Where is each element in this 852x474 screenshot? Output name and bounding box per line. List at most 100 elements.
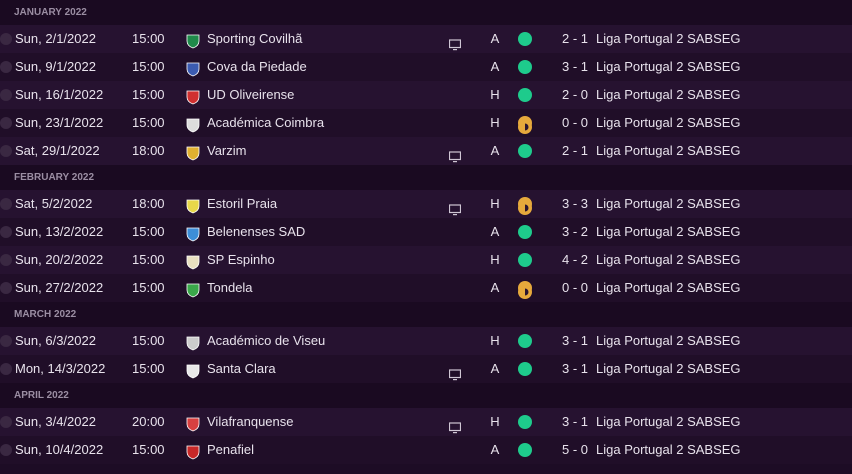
competition-link[interactable]: Liga Portugal 2 SABSEG xyxy=(596,143,741,158)
fixture-row[interactable]: Sun, 6/3/2022 15:00 Académico de Viseu H 3 -… xyxy=(0,327,852,355)
fixture-row[interactable]: Sun, 9/1/2022 15:00 Cova da Piedade A 3 - 1 L… xyxy=(0,53,852,81)
opponent-link[interactable]: Sporting Covilhã xyxy=(207,31,303,46)
check-icon xyxy=(0,416,12,428)
competition-link[interactable]: Liga Portugal 2 SABSEG xyxy=(596,224,741,239)
competition-link[interactable]: Liga Portugal 2 SABSEG xyxy=(596,252,741,267)
fixture-row[interactable]: Sun, 23/1/2022 15:00 Académica Coimbra H 0 -… xyxy=(0,109,852,137)
fixture-row[interactable]: Sun, 13/2/2022 15:00 Belenenses SAD A 3 - 2 L… xyxy=(0,218,852,246)
month-header: FEBRUARY 2022 xyxy=(0,165,852,190)
competition-link[interactable]: Liga Portugal 2 SABSEG xyxy=(596,361,741,376)
win-result-icon xyxy=(518,362,532,376)
opponent-link[interactable]: Vilafranquense xyxy=(207,414,294,429)
fixture-row[interactable]: Sun, 27/2/2022 15:00 Tondela A 0 - 0 Liga Por… xyxy=(0,274,852,302)
tv-icon xyxy=(448,33,462,51)
tv-icon xyxy=(448,416,462,434)
match-score[interactable]: 2 - 1 xyxy=(561,31,588,46)
win-result-icon xyxy=(518,415,532,429)
match-date: Sun, 6/3/2022 xyxy=(15,333,96,348)
fixture-row[interactable]: Sun, 20/2/2022 15:00 SP Espinho H 4 - 2 Liga … xyxy=(0,246,852,274)
opponent-link[interactable]: Belenenses SAD xyxy=(207,224,306,239)
venue: H xyxy=(490,196,500,211)
check-icon xyxy=(0,89,12,101)
match-time: 15:00 xyxy=(132,361,165,376)
opponent-link[interactable]: Penafiel xyxy=(207,442,254,457)
opponent-link[interactable]: SP Espinho xyxy=(207,252,275,267)
competition-link[interactable]: Liga Portugal 2 SABSEG xyxy=(596,31,741,46)
month-header: JANUARY 2022 xyxy=(0,0,852,25)
match-score[interactable]: 3 - 3 xyxy=(561,196,588,211)
match-time: 20:00 xyxy=(132,414,165,429)
check-icon xyxy=(0,335,12,347)
club-badge-icon xyxy=(185,442,201,460)
win-result-icon xyxy=(518,334,532,348)
match-score[interactable]: 2 - 1 xyxy=(561,143,588,158)
match-score[interactable]: 4 - 2 xyxy=(561,252,588,267)
opponent-link[interactable]: UD Oliveirense xyxy=(207,87,295,102)
match-time: 15:00 xyxy=(132,252,165,267)
match-score[interactable]: 3 - 1 xyxy=(561,361,588,376)
fixture-row[interactable]: Sun, 3/4/2022 20:00 Vilafranquense H 3 - 1 Li… xyxy=(0,408,852,436)
check-icon xyxy=(0,226,12,238)
fixtures-list: JANUARY 2022 Sun, 2/1/2022 15:00 Sporting C… xyxy=(0,0,852,464)
match-time: 15:00 xyxy=(132,59,165,74)
fixture-row[interactable]: Mon, 14/3/2022 15:00 Santa Clara A 3 - 1 Liga… xyxy=(0,355,852,383)
venue: A xyxy=(490,59,500,74)
tv-icon xyxy=(448,198,462,216)
match-time: 18:00 xyxy=(132,196,165,211)
club-badge-icon xyxy=(185,361,201,379)
match-score[interactable]: 5 - 0 xyxy=(561,442,588,457)
competition-link[interactable]: Liga Portugal 2 SABSEG xyxy=(596,59,741,74)
opponent-link[interactable]: Académico de Viseu xyxy=(207,333,326,348)
venue: H xyxy=(490,252,500,267)
opponent-link[interactable]: Santa Clara xyxy=(207,361,276,376)
match-score[interactable]: 2 - 0 xyxy=(561,87,588,102)
match-score[interactable]: 3 - 1 xyxy=(561,333,588,348)
fixture-row[interactable]: Sat, 5/2/2022 18:00 Estoril Praia H 3 - 3 Lig… xyxy=(0,190,852,218)
match-time: 15:00 xyxy=(132,115,165,130)
month-header: MARCH 2022 xyxy=(0,302,852,327)
match-score[interactable]: 3 - 1 xyxy=(561,59,588,74)
draw-result-icon xyxy=(518,197,532,215)
fixture-row[interactable]: Sun, 16/1/2022 15:00 UD Oliveirense H 2 - 0 L… xyxy=(0,81,852,109)
match-score[interactable]: 0 - 0 xyxy=(561,115,588,130)
win-result-icon xyxy=(518,225,532,239)
match-time: 15:00 xyxy=(132,333,165,348)
match-score[interactable]: 3 - 1 xyxy=(561,414,588,429)
competition-link[interactable]: Liga Portugal 2 SABSEG xyxy=(596,280,741,295)
opponent-link[interactable]: Tondela xyxy=(207,280,253,295)
competition-link[interactable]: Liga Portugal 2 SABSEG xyxy=(596,442,741,457)
check-icon xyxy=(0,254,12,266)
opponent-link[interactable]: Estoril Praia xyxy=(207,196,278,211)
match-date: Mon, 14/3/2022 xyxy=(15,361,106,376)
venue: A xyxy=(490,361,500,376)
opponent-link[interactable]: Cova da Piedade xyxy=(207,59,307,74)
competition-link[interactable]: Liga Portugal 2 SABSEG xyxy=(596,333,741,348)
competition-link[interactable]: Liga Portugal 2 SABSEG xyxy=(596,87,741,102)
fixture-row[interactable]: Sat, 29/1/2022 18:00 Varzim A 2 - 1 Liga Port… xyxy=(0,137,852,165)
check-icon xyxy=(0,282,12,294)
win-result-icon xyxy=(518,32,532,46)
win-result-icon xyxy=(518,443,532,457)
competition-link[interactable]: Liga Portugal 2 SABSEG xyxy=(596,414,741,429)
match-date: Sun, 20/2/2022 xyxy=(15,252,104,267)
competition-link[interactable]: Liga Portugal 2 SABSEG xyxy=(596,115,741,130)
match-score[interactable]: 0 - 0 xyxy=(561,280,588,295)
club-badge-icon xyxy=(185,333,201,351)
match-date: Sun, 9/1/2022 xyxy=(15,59,96,74)
venue: A xyxy=(490,143,500,158)
venue: A xyxy=(490,31,500,46)
tv-icon xyxy=(448,363,462,381)
club-badge-icon xyxy=(185,143,201,161)
fixture-row[interactable]: Sun, 10/4/2022 15:00 Penafiel A 5 - 0 Liga Po… xyxy=(0,436,852,464)
opponent-link[interactable]: Varzim xyxy=(207,143,247,158)
venue: H xyxy=(490,115,500,130)
fixture-row[interactable]: Sun, 2/1/2022 15:00 Sporting Covilhã A 2 - 1… xyxy=(0,25,852,53)
match-date: Sun, 23/1/2022 xyxy=(15,115,104,130)
opponent-link[interactable]: Académica Coimbra xyxy=(207,115,325,130)
venue: A xyxy=(490,280,500,295)
venue: H xyxy=(490,87,500,102)
competition-link[interactable]: Liga Portugal 2 SABSEG xyxy=(596,196,741,211)
venue: A xyxy=(490,224,500,239)
match-score[interactable]: 3 - 2 xyxy=(561,224,588,239)
match-date: Sun, 2/1/2022 xyxy=(15,31,96,46)
